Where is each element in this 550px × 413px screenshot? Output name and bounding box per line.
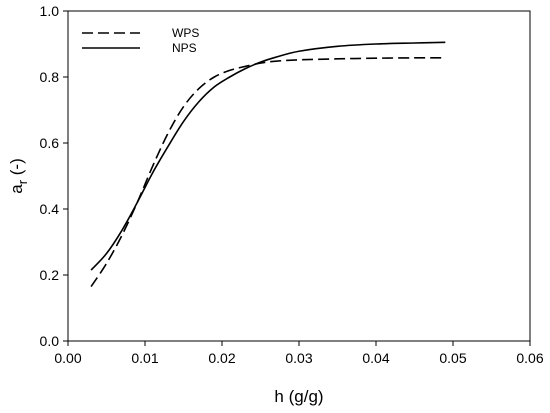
y-tick-label: 0.8 [40, 69, 60, 85]
y-tick-label: 0.0 [40, 333, 60, 349]
y-axis-label: ar (-) [7, 158, 30, 194]
x-tick-label: 0.03 [285, 350, 312, 366]
series-line-wps [90, 57, 446, 287]
series-line-nps [90, 41, 446, 271]
y-axis-label-suffix: (-) [7, 158, 26, 180]
x-tick-label: 0.06 [516, 350, 543, 366]
x-tick-label: 0.00 [54, 350, 81, 366]
y-tick-label: 0.2 [40, 267, 60, 283]
x-tick-label: 0.01 [131, 350, 158, 366]
x-tick-label: 0.05 [439, 350, 466, 366]
x-tick-label: 0.04 [362, 350, 389, 366]
series-layer [90, 41, 446, 287]
y-axis-label-main: a [7, 184, 26, 194]
plot-frame [67, 10, 531, 342]
legend-label-wps: WPS [172, 26, 199, 40]
legend-label-nps: NPS [172, 41, 197, 55]
x-tick-label: 0.02 [208, 350, 235, 366]
y-axis-label-subscript: r [15, 179, 30, 184]
plot-area [67, 10, 531, 342]
y-tick-label: 0.4 [40, 201, 60, 217]
x-axis-label: h (g/g) [274, 387, 323, 406]
axes: 0.00 0.01 0.02 0.03 0.04 0.05 0.06 0.0 0.2 0.4 0.6… [7, 3, 544, 406]
y-tick-label: 1.0 [40, 3, 60, 19]
y-tick-label: 0.6 [40, 135, 60, 151]
